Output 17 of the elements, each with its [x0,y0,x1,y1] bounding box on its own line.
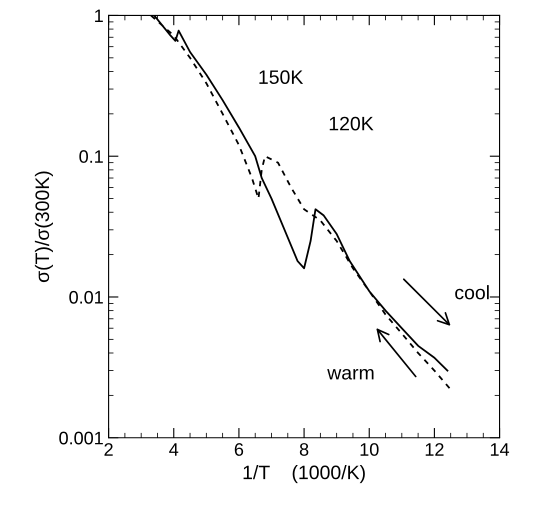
x-tick-label: 12 [426,443,444,456]
annotation: cool [455,285,489,300]
y-tick-label: 0.001 [59,432,103,444]
annotation: warm [327,368,374,380]
x-tick-label: 8 [300,443,308,456]
annotation: 150K [259,70,304,84]
x-tick-label: 10 [360,443,379,456]
x-tick-label: 14 [490,443,510,456]
y-tick-label: 0.1 [79,150,103,163]
x-axis-title: 1/T (1000/K) [244,465,365,484]
y-axis-title: σ(T)/σ(300K) [34,172,53,282]
x-tick-label: 4 [169,443,178,456]
annotation: 120K [330,116,374,130]
x-tick-label: 6 [234,443,244,456]
y-tick-label: 0.01 [69,290,103,304]
x-tick-label: 2 [104,443,113,456]
y-tick-label: 1 [95,10,103,22]
